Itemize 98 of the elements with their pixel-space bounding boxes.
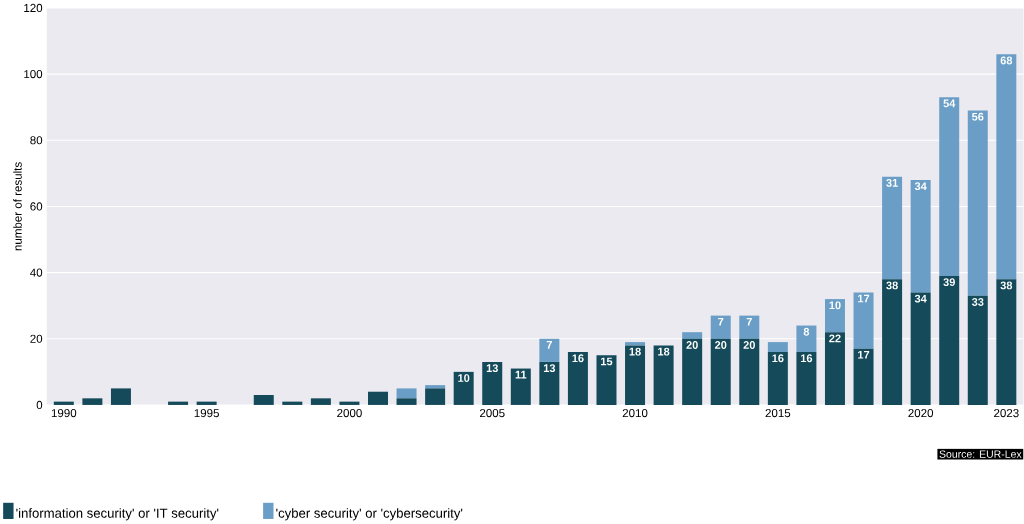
- bar: [882, 176, 903, 280]
- bar: [710, 315, 731, 339]
- bar: [53, 401, 74, 406]
- bar: [710, 338, 731, 406]
- bar: [168, 401, 189, 406]
- bar: [82, 398, 103, 406]
- bar: [625, 345, 646, 406]
- bar: [796, 325, 817, 353]
- bar: [110, 388, 131, 406]
- data-label: 16: [572, 354, 584, 363]
- bar: [253, 395, 274, 406]
- data-label: 31: [886, 179, 898, 188]
- source-note: Source: EUR-Lex: [939, 450, 1022, 459]
- data-label: 56: [971, 113, 984, 121]
- bar: [625, 342, 646, 346]
- y-axis-title: number of results: [13, 162, 22, 251]
- bar: [396, 398, 417, 406]
- bar: [910, 180, 931, 293]
- x-tick-label: 1995: [194, 409, 219, 418]
- data-label: 54: [943, 99, 956, 108]
- x-tick-label: 2000: [337, 409, 362, 418]
- data-label: 10: [829, 301, 841, 310]
- data-label: 17: [858, 294, 870, 303]
- y-tick-label: 120: [24, 4, 43, 13]
- x-tick-label: 2015: [765, 409, 791, 418]
- bar: [282, 401, 303, 406]
- bar: [682, 332, 703, 339]
- y-tick-label: 80: [30, 136, 43, 145]
- bar: [739, 338, 760, 406]
- x-tick-label: 2020: [908, 409, 934, 418]
- bar: [939, 276, 960, 406]
- bar: [967, 295, 988, 406]
- bar: [196, 401, 217, 406]
- data-label: 34: [914, 182, 927, 191]
- bar: [796, 352, 817, 406]
- bar: [510, 368, 531, 406]
- bar: [682, 338, 703, 406]
- data-label: 16: [772, 354, 784, 363]
- data-label: 20: [714, 341, 727, 350]
- data-label: 18: [658, 347, 670, 356]
- bar: [767, 342, 788, 353]
- data-label: 10: [458, 374, 470, 383]
- legend-label: 'information security' or 'IT security': [16, 508, 219, 521]
- bar: [310, 398, 331, 406]
- data-label: 13: [543, 364, 556, 373]
- bar: [853, 348, 874, 406]
- data-label: 7: [546, 341, 552, 349]
- data-label: 38: [1000, 281, 1013, 290]
- bar: [996, 279, 1017, 406]
- x-tick-label: 1990: [51, 409, 77, 418]
- data-label: 22: [829, 334, 841, 343]
- bar: [567, 352, 588, 406]
- y-tick-label: 40: [30, 268, 43, 277]
- legend-label: 'cyber security' or 'cybersecurity': [276, 508, 463, 521]
- data-label: 18: [629, 347, 641, 356]
- bar: [767, 352, 788, 406]
- y-tick-label: 20: [30, 334, 43, 344]
- data-label: 7: [718, 318, 724, 326]
- data-label: 39: [943, 278, 955, 287]
- data-label: 15: [601, 357, 613, 366]
- bar: [824, 299, 845, 333]
- bar: [996, 54, 1017, 280]
- data-label: 17: [858, 351, 870, 359]
- data-label: 33: [971, 298, 984, 307]
- bar: [539, 362, 560, 406]
- data-label: 16: [800, 354, 813, 363]
- x-tick-label: 2023: [994, 409, 1019, 418]
- y-tick-label: 60: [30, 202, 43, 211]
- data-label: 34: [914, 294, 927, 303]
- bar: [339, 401, 360, 406]
- bar: [653, 345, 674, 406]
- bar: [739, 315, 760, 339]
- bar: [482, 362, 503, 406]
- data-label: 20: [686, 341, 698, 350]
- x-tick-label: 2005: [479, 409, 505, 418]
- bar: [453, 372, 474, 406]
- bar: [596, 355, 617, 406]
- bar: [939, 97, 960, 277]
- x-tick-label: 2010: [622, 409, 648, 418]
- data-label: 8: [803, 328, 810, 336]
- data-label: 11: [515, 371, 527, 379]
- data-label: 13: [486, 364, 498, 373]
- bar: [396, 388, 417, 399]
- data-label: 38: [886, 281, 898, 290]
- bar: [539, 338, 560, 363]
- bar: [853, 292, 874, 349]
- y-tick-label: 100: [24, 70, 43, 79]
- data-label: 68: [1000, 56, 1013, 65]
- bar: [368, 391, 388, 406]
- bar: [882, 279, 903, 406]
- bar: [910, 292, 931, 406]
- bar: [425, 385, 446, 389]
- bar: [967, 110, 988, 296]
- bar: [824, 332, 845, 406]
- bar: [425, 388, 446, 406]
- data-label: 20: [743, 341, 755, 350]
- data-label: 7: [746, 318, 752, 326]
- y-tick-label: 0: [36, 401, 43, 410]
